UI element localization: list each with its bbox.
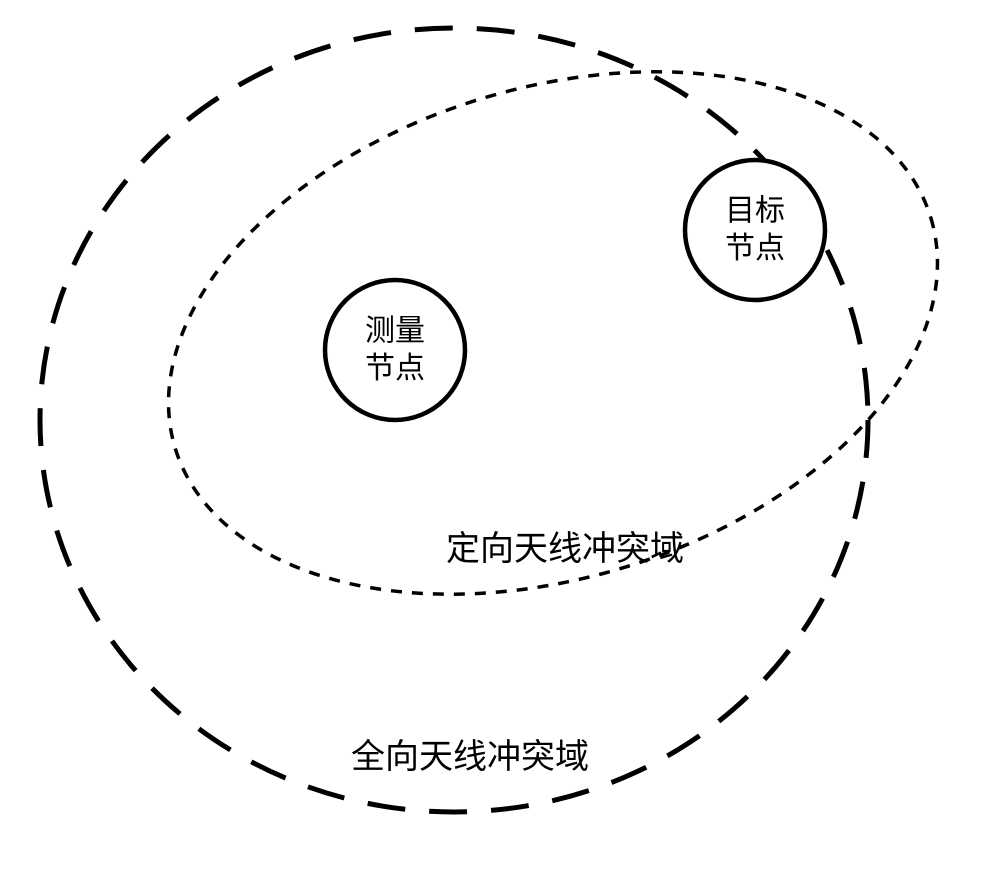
directional-collision-region <box>104 0 1000 683</box>
omnidirectional-collision-region <box>40 28 868 812</box>
directional-region-label: 定向天线冲突域 <box>446 530 684 568</box>
measurement-node-label-line2: 节点 <box>365 352 425 385</box>
target-node-label-line1: 目标 <box>725 194 785 227</box>
antenna-collision-diagram: 测量 节点 目标 节点 定向天线冲突域 全向天线冲突域 <box>0 0 1000 886</box>
measurement-node: 测量 节点 <box>325 280 465 420</box>
omnidirectional-region-label: 全向天线冲突域 <box>351 738 589 776</box>
target-node: 目标 节点 <box>685 160 825 300</box>
target-node-label-line2: 节点 <box>725 232 785 265</box>
measurement-node-label-line1: 测量 <box>365 314 425 347</box>
